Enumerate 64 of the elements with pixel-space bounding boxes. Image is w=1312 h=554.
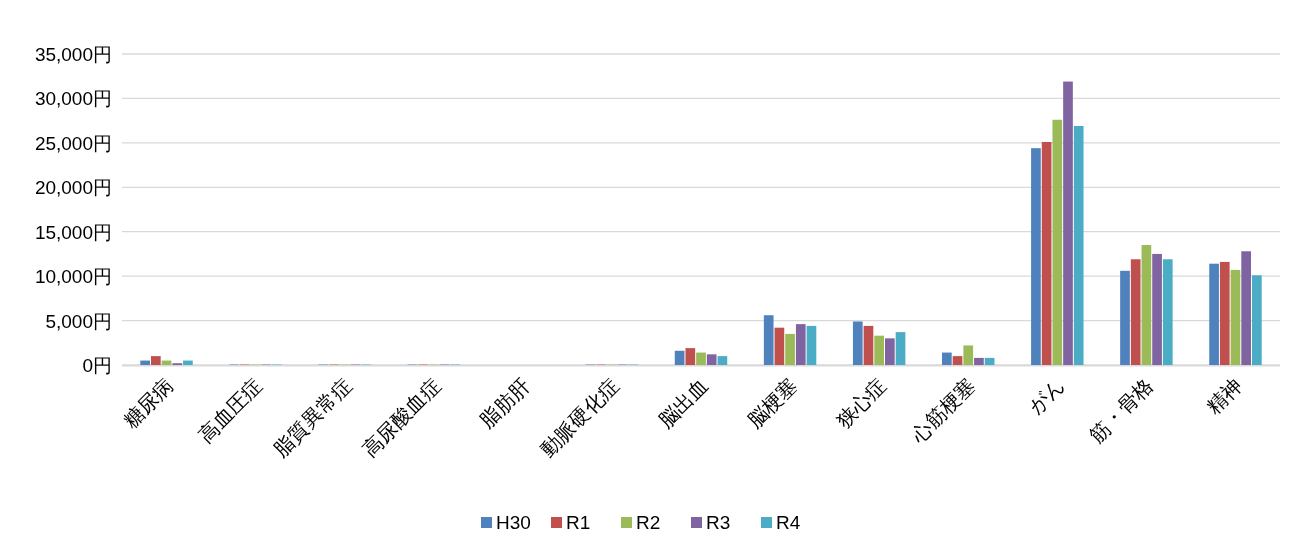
- bar: [1041, 141, 1052, 365]
- bar: [1120, 270, 1130, 365]
- legend-label: H30: [496, 512, 531, 533]
- bar: [685, 348, 696, 365]
- bar: [952, 356, 963, 365]
- y-tick-label: 10,000円: [34, 266, 112, 288]
- x-tick-label: がん: [1024, 374, 1069, 419]
- bar: [151, 356, 161, 365]
- bar: [1052, 119, 1063, 365]
- x-tick-label: 狭心症: [832, 374, 890, 433]
- bar: [984, 357, 995, 365]
- bar: [885, 338, 895, 365]
- bar: [1230, 269, 1241, 365]
- x-tick-label: 脂質異常症: [269, 374, 356, 461]
- legend-label: R1: [566, 512, 591, 533]
- bar: [963, 345, 974, 365]
- y-tick-label: 0円: [82, 355, 112, 376]
- y-tick-label: 15,000円: [34, 221, 112, 243]
- bar: [1252, 275, 1262, 365]
- bar: [1241, 251, 1251, 365]
- y-tick-label: 5,000円: [45, 310, 112, 332]
- bar: [706, 354, 717, 365]
- bar: [1209, 263, 1219, 365]
- x-tick-label: 精神: [1202, 374, 1247, 419]
- x-tick-label: 動脈硬化症: [536, 374, 623, 461]
- y-tick-label: 30,000円: [34, 88, 112, 110]
- bar: [942, 352, 952, 365]
- bar: [1219, 261, 1230, 365]
- x-tick-label: 高尿酸血症: [358, 374, 445, 461]
- bar: [774, 327, 785, 365]
- y-tick-label: 35,000円: [34, 44, 112, 65]
- bar: [785, 333, 795, 365]
- bar: [1152, 253, 1162, 365]
- x-tick-label: 脳出血: [653, 374, 712, 433]
- x-tick-label: 糖尿病: [119, 374, 178, 433]
- bar: [852, 321, 863, 365]
- x-tick-label: 心筋梗塞: [906, 374, 980, 448]
- bar: [1063, 81, 1073, 365]
- bar: [183, 360, 193, 365]
- x-tick-label: 筋・骨格: [1085, 374, 1158, 447]
- bar: [863, 325, 874, 365]
- legend-label: R2: [636, 512, 661, 533]
- legend-label: R3: [706, 512, 731, 533]
- bar: [717, 356, 728, 365]
- bar: [1162, 259, 1173, 365]
- x-tick-label: 脳梗塞: [742, 374, 801, 433]
- y-tick-label: 25,000円: [34, 132, 112, 154]
- bar: [806, 325, 817, 365]
- bar: [1141, 245, 1152, 365]
- x-tick-label: 高血圧症: [194, 374, 267, 447]
- bar: [795, 324, 806, 365]
- bar: [1073, 125, 1084, 365]
- bar: [895, 332, 906, 365]
- bar: [874, 335, 884, 365]
- legend-label: R4: [776, 512, 801, 533]
- bar: [140, 360, 150, 365]
- bar: [674, 350, 685, 365]
- y-tick-label: 20,000円: [34, 177, 112, 199]
- bar: [1031, 148, 1041, 365]
- bar: [763, 315, 774, 365]
- bar: [696, 352, 706, 365]
- x-tick-label: 脂肪肝: [475, 374, 534, 433]
- bar: [974, 357, 984, 365]
- bar: [1130, 259, 1141, 365]
